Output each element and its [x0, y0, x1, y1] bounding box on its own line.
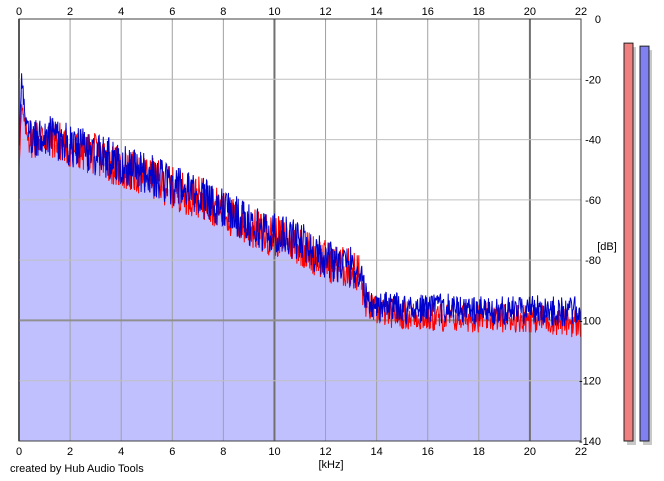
x-tick-label-bottom: 12: [319, 446, 331, 458]
x-tick-label-bottom: 10: [268, 446, 280, 458]
y-tick-label: -100: [579, 315, 601, 327]
x-tick-label-top: 4: [118, 6, 124, 18]
x-tick-label-top: 22: [575, 6, 587, 18]
y-tick-label: -40: [585, 135, 601, 147]
level-meters: [623, 42, 652, 445]
level-meter-2: [639, 45, 650, 442]
y-tick-label: -20: [585, 74, 601, 86]
plot-border: [18, 18, 582, 442]
x-tick-label-bottom: 22: [575, 446, 587, 458]
y-tick-label: -60: [585, 195, 601, 207]
y-axis-label: [dB]: [597, 241, 617, 253]
spectrum-fill: [19, 86, 581, 442]
series-line-2: [18, 73, 582, 327]
x-tick-label-bottom: 0: [16, 446, 22, 458]
level-meter-1: [623, 42, 634, 442]
footer-credit: created by Hub Audio Tools: [10, 463, 144, 475]
x-tick-label-bottom: 14: [371, 446, 383, 458]
y-tick-label: 0: [595, 14, 601, 26]
x-tick-label-top: 8: [220, 6, 226, 18]
x-tick-label-top: 6: [169, 6, 175, 18]
x-tick-label-bottom: 8: [220, 446, 226, 458]
x-tick-label-top: 2: [67, 6, 73, 18]
series-layer: [18, 73, 582, 338]
x-tick-label-top: 18: [473, 6, 485, 18]
x-tick-label-top: 14: [371, 6, 383, 18]
y-tick-label: -140: [579, 436, 601, 448]
x-tick-label-top: 0: [16, 6, 22, 18]
x-tick-label-bottom: 6: [169, 446, 175, 458]
x-tick-label-top: 10: [268, 6, 280, 18]
y-tick-label: -120: [579, 376, 601, 388]
plot-area: [19, 19, 581, 442]
x-tick-label-top: 12: [319, 6, 331, 18]
x-tick-label-top: 20: [524, 6, 536, 18]
x-tick-label-bottom: 16: [422, 446, 434, 458]
x-axis-label: [kHz]: [318, 459, 343, 471]
axis-layer: 002244668810101212141416161818202022220-…: [16, 6, 601, 458]
x-tick-label-top: 16: [422, 6, 434, 18]
x-tick-label-bottom: 20: [524, 446, 536, 458]
y-tick-label: -80: [585, 255, 601, 267]
x-tick-label-bottom: 2: [67, 446, 73, 458]
x-tick-label-bottom: 4: [118, 446, 124, 458]
x-tick-label-bottom: 18: [473, 446, 485, 458]
